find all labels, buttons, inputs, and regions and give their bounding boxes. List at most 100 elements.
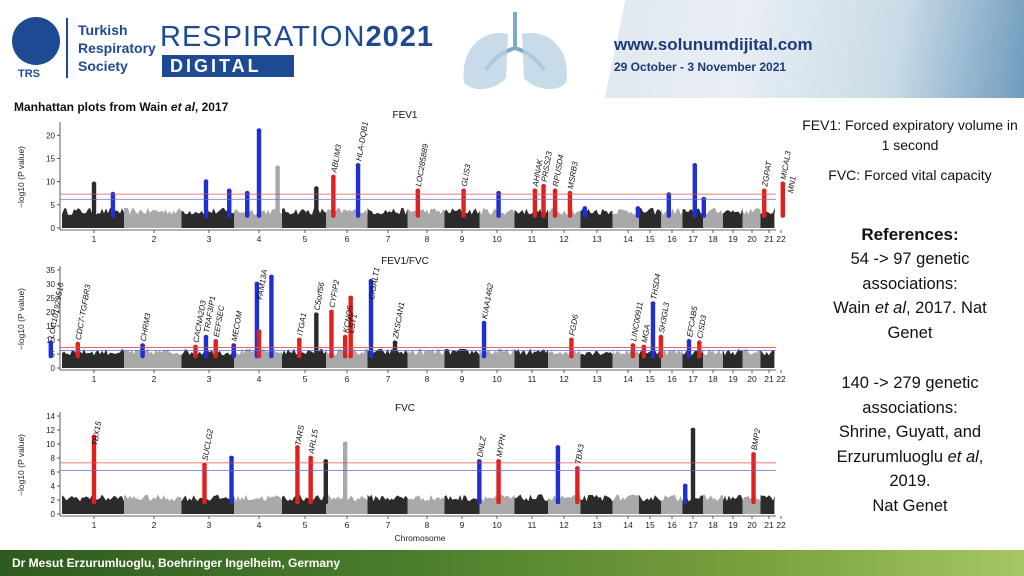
lead-snp-point bbox=[355, 163, 361, 168]
y-tick-label: 12 bbox=[46, 426, 55, 435]
ref2-cite-italic: et al bbox=[947, 447, 979, 466]
chromosome-point-band bbox=[760, 495, 775, 514]
lead-snp-point bbox=[582, 206, 588, 211]
locus-peak bbox=[202, 465, 207, 505]
lead-snp-point bbox=[751, 452, 756, 457]
chromosome-point-band bbox=[407, 348, 445, 368]
chromosome-tick-label: 9 bbox=[460, 234, 465, 244]
lead-snp-point bbox=[140, 343, 146, 348]
banner-water-background bbox=[590, 0, 1024, 98]
locus-peak bbox=[690, 430, 696, 505]
y-tick-label: 6 bbox=[51, 468, 56, 477]
lead-snp-point bbox=[91, 181, 97, 187]
y-tick-label: 30 bbox=[46, 280, 55, 289]
locus-peak bbox=[582, 208, 587, 218]
locus-peak bbox=[701, 199, 706, 218]
locus-peak bbox=[245, 193, 250, 218]
chromosome-point-band bbox=[326, 494, 368, 514]
gene-label: MYPN bbox=[495, 433, 508, 458]
locus-peak bbox=[256, 130, 262, 218]
locus-peak bbox=[48, 342, 53, 359]
chromosome-point-band bbox=[367, 207, 408, 228]
event-title-year: 2021 bbox=[365, 21, 434, 53]
lead-snp-point bbox=[368, 278, 374, 284]
chromosome-point-band bbox=[282, 494, 326, 514]
locus-peak bbox=[650, 303, 656, 359]
gene-label: SUCLG2 bbox=[201, 428, 216, 462]
lead-snp-point bbox=[481, 320, 487, 326]
locus-peak bbox=[575, 468, 580, 505]
lead-snp-point bbox=[761, 188, 767, 194]
y-tick-label: 20 bbox=[46, 131, 55, 140]
y-tick-label: 14 bbox=[46, 412, 55, 421]
lead-snp-point bbox=[682, 483, 688, 489]
chromosome-tick-label: 16 bbox=[667, 520, 677, 530]
chromosome-tick-label: 18 bbox=[708, 234, 718, 244]
event-dates: 29 October - 3 November 2021 bbox=[614, 60, 787, 74]
lead-snp-point bbox=[658, 334, 664, 340]
locus-peak bbox=[415, 190, 421, 218]
lead-snp-point bbox=[780, 181, 786, 187]
lead-snp-point bbox=[313, 312, 319, 318]
chromosome-tick-label: 3 bbox=[207, 520, 212, 530]
snp-points bbox=[62, 494, 775, 514]
gene-label: TBX3 bbox=[573, 443, 585, 465]
chromosome-point-band bbox=[612, 209, 639, 228]
locus-peak bbox=[496, 461, 501, 505]
lead-snp-point bbox=[308, 455, 314, 461]
locus-peak bbox=[275, 167, 280, 218]
chromosome-point-band bbox=[703, 349, 723, 368]
ref2-cite-pre: Erzurumluoglu bbox=[836, 447, 948, 466]
gene-label: CDC7-TGFBR3 bbox=[74, 283, 93, 340]
header-banner: TRS Turkish Respiratory Society RESPIRAT… bbox=[0, 0, 1024, 98]
chromosome-tick-label: 17 bbox=[688, 374, 698, 384]
lead-snp-point bbox=[686, 339, 692, 344]
chromosome-tick-label: 16 bbox=[667, 374, 677, 384]
gene-label: CIGALT1 bbox=[367, 267, 382, 301]
locus-peak bbox=[256, 331, 262, 359]
y-tick-label: 0 bbox=[51, 510, 56, 519]
chromosome-tick-label: 12 bbox=[559, 520, 569, 530]
ref1-line-1: 54 -> 97 genetic bbox=[850, 250, 970, 268]
gene-label: KIAA1462 bbox=[480, 282, 495, 320]
chromosome-tick-label: 2 bbox=[152, 374, 157, 384]
locus-peak bbox=[780, 183, 785, 218]
fvc-definition: FVC: Forced vital capacity bbox=[828, 167, 992, 183]
chromosome-point-band bbox=[124, 494, 182, 514]
chromosome-point-band bbox=[723, 349, 743, 368]
locus-peak bbox=[140, 345, 145, 359]
locus-peak bbox=[342, 444, 348, 505]
gene-label: MN1 bbox=[786, 176, 798, 194]
ref2-year: 2019. bbox=[889, 472, 931, 490]
ref1-journal: Genet bbox=[887, 323, 933, 342]
lead-snp-point bbox=[75, 341, 81, 347]
footer-bar: Dr Mesut Erzurumluoglu, Boehringer Ingel… bbox=[0, 550, 1024, 576]
ref2-line-3: Shrine, Guyatt, and bbox=[838, 423, 982, 441]
chromosome-tick-label: 4 bbox=[257, 234, 262, 244]
chromosome-tick-label: 12 bbox=[559, 374, 569, 384]
lead-snp-point bbox=[226, 188, 232, 194]
locus-peak bbox=[295, 447, 300, 505]
lead-snp-point bbox=[275, 165, 281, 171]
chromosome-tick-label: 10 bbox=[492, 520, 502, 530]
locus-peak bbox=[355, 165, 361, 218]
chromosome-tick-label: 1 bbox=[92, 234, 97, 244]
y-tick-label: 25 bbox=[46, 294, 55, 303]
chromosome-point-band bbox=[514, 208, 548, 228]
chromosome-point-band bbox=[661, 494, 683, 514]
chromosome-tick-label: 18 bbox=[708, 374, 718, 384]
gene-label: C5orf56 bbox=[312, 281, 326, 311]
gene-label: FGD6 bbox=[568, 313, 581, 336]
lead-snp-point bbox=[313, 186, 319, 191]
locus-peak bbox=[229, 458, 234, 505]
locus-peak bbox=[567, 193, 573, 218]
chromosome-point-band bbox=[612, 494, 639, 514]
lead-snp-point bbox=[48, 340, 54, 346]
chromosome-tick-label: 11 bbox=[528, 234, 537, 244]
event-url: www.solunumdijital.com bbox=[614, 35, 813, 54]
chromosome-tick-label: 13 bbox=[592, 374, 602, 384]
chromosome-point-band bbox=[548, 349, 581, 368]
chromosome-tick-label: 21 bbox=[764, 374, 774, 384]
chromosome-tick-label: 21 bbox=[764, 234, 774, 244]
chromosome-tick-label: 5 bbox=[303, 374, 308, 384]
